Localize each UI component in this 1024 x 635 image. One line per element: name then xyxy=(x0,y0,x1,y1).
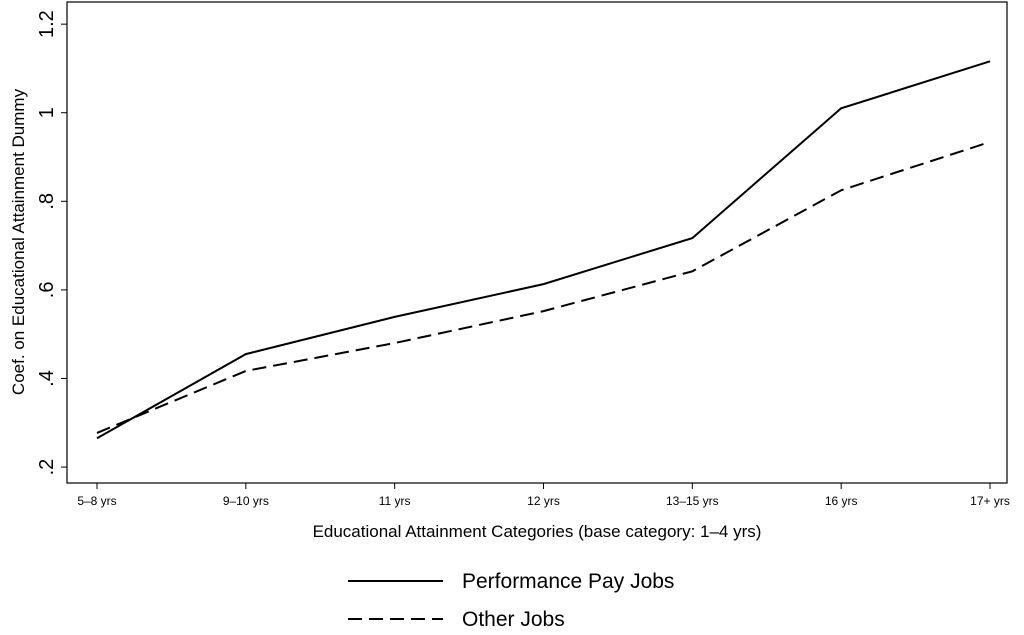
x-tick-label: 9–10 yrs xyxy=(223,494,269,508)
data-line xyxy=(96,60,991,440)
x-tick-label: 11 yrs xyxy=(379,494,411,508)
x-tick-label: 13–15 yrs xyxy=(666,494,719,508)
legend-label: Performance Pay Jobs xyxy=(462,570,674,593)
legend-label: Other Jobs xyxy=(462,608,565,631)
plot-frame xyxy=(66,1,1008,484)
y-tick-label: 1.2 xyxy=(36,10,58,38)
x-tick-label: 12 yrs xyxy=(527,494,560,508)
x-tick-label: 17+ yrs xyxy=(970,494,1010,508)
y-tick-label: .2 xyxy=(36,459,58,476)
data-line xyxy=(96,141,991,434)
x-axis-label: Educational Attainment Categories (base … xyxy=(313,522,762,541)
y-tick-label: 1 xyxy=(36,107,58,118)
y-tick-label: .6 xyxy=(36,282,58,299)
y-tick-label: .8 xyxy=(36,193,58,210)
y-tick-label: .4 xyxy=(36,370,58,387)
y-axis-label: Coef. on Educational Attainment Dummy xyxy=(9,88,28,395)
x-tick-label: 5–8 yrs xyxy=(77,494,116,508)
x-tick-label: 16 yrs xyxy=(825,494,858,508)
